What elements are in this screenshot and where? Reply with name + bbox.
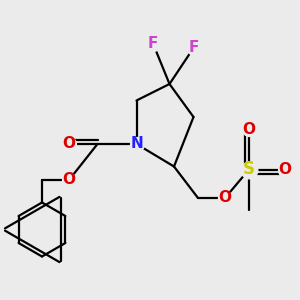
Text: F: F [188, 40, 199, 56]
Text: F: F [148, 36, 158, 51]
Text: N: N [130, 136, 143, 152]
Text: O: O [62, 136, 76, 152]
Text: O: O [62, 172, 76, 188]
Text: O: O [218, 190, 232, 206]
Text: O: O [242, 122, 256, 136]
Text: O: O [278, 162, 292, 177]
Text: S: S [243, 160, 255, 178]
